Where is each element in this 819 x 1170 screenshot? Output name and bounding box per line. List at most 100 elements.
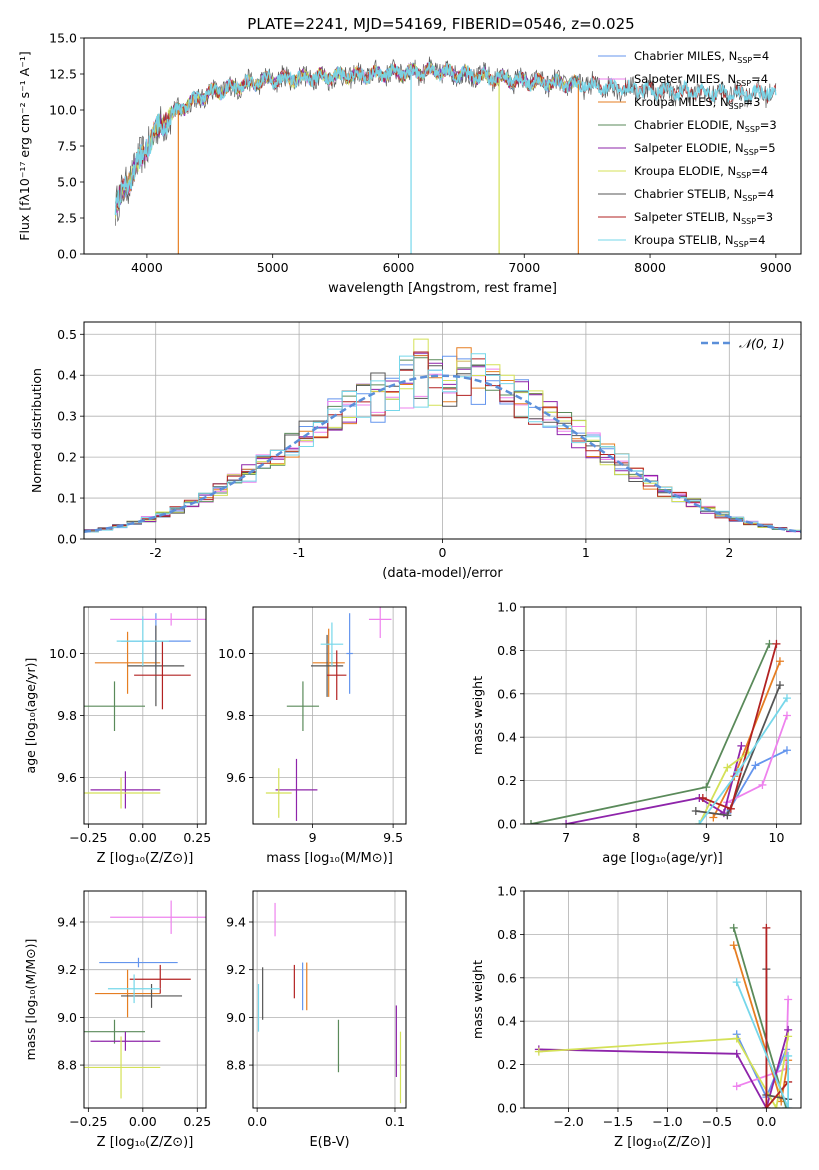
x-tick-label: 9: [309, 830, 317, 845]
weight-marker: [729, 941, 738, 950]
weight-marker: [784, 1104, 793, 1108]
weight-line-salpeter-elodie: [538, 1029, 789, 1108]
weight-marker: [702, 783, 711, 792]
x-tick-label: 0.0: [756, 1114, 776, 1129]
errorbar-kroupa-elodie: [84, 777, 161, 809]
x-tick-label: −2.0: [553, 1114, 583, 1129]
y-tick-label: 8.8: [226, 1058, 246, 1073]
y-tick-label: 5.0: [57, 175, 77, 190]
errorbar-chabrier-elodie: [84, 1019, 145, 1044]
plot-area: [84, 900, 206, 1099]
axes-frame: [83, 606, 207, 825]
errorbar-chabrier-miles: [99, 957, 178, 968]
weight-marker: [732, 1082, 741, 1091]
x-axis-label: Z [log₁₀(Z/Z⊙)]: [97, 851, 194, 866]
weight-marker: [691, 806, 700, 815]
weight-marker: [732, 978, 741, 987]
x-tick-label: 10: [769, 830, 785, 845]
legend-label-kroupa-elodie: Kroupa ELODIE, NSSP=4: [634, 164, 768, 180]
errorbar-kroupa-miles: [94, 631, 161, 694]
y-tick-label: 1.0: [497, 600, 517, 615]
weight-marker: [758, 780, 767, 789]
panel-mass_vs_ebv: 0.0 0.1 8.8 9.0 9.2 9.4 E(B-V): [226, 890, 407, 1150]
y-tick-label: 0.6: [497, 686, 517, 701]
y-tick-label: 9.6: [57, 770, 77, 785]
errorbar-salpeter-miles: [110, 613, 206, 626]
axes-frame: [523, 890, 802, 1109]
y-tick-label: 9.8: [57, 708, 77, 723]
y-tick-label: 0.4: [497, 1014, 517, 1029]
weight-marker: [782, 694, 791, 703]
weight-marker: [772, 639, 781, 648]
y-tick-label: 10.0: [49, 103, 77, 118]
y-tick-label: 0.3: [57, 409, 77, 424]
axes-frame: [252, 606, 407, 825]
x-tick-label: 0.00: [129, 830, 157, 845]
weight-line-kroupa-elodie: [538, 1036, 789, 1108]
weight-marker: [762, 923, 771, 932]
y-tick-label: 9.0: [226, 1010, 246, 1025]
x-tick-label: 9.5: [383, 830, 403, 845]
errorbar-chabrier-miles: [346, 613, 353, 694]
panel-mass_vs_Z: −0.25 0.00 0.25 8.8 9.0 9.2 9.4 Z [log₁₀(Z/Z⊙)]…: [23, 890, 211, 1150]
x-tick-label: 9: [702, 830, 710, 845]
x-tick-label: 0: [439, 545, 447, 560]
plot-area: [265, 607, 392, 821]
y-tick-label: 0.2: [497, 1057, 517, 1072]
legend-label-kroupa-miles: Kroupa MILES, NSSP=3: [634, 95, 760, 111]
x-tick-label: −0.25: [69, 1114, 107, 1129]
y-tick-label: 9.0: [57, 1010, 77, 1025]
weight-marker: [534, 1047, 543, 1056]
x-tick-label: 8: [632, 830, 640, 845]
x-axis-label: wavelength [Angstrom, rest frame]: [328, 281, 557, 296]
weight-marker: [784, 995, 793, 1004]
errorbar-kroupa-stelib: [320, 622, 344, 666]
y-tick-label: 0.1: [57, 491, 77, 506]
plot-area: [534, 923, 793, 1108]
weight-marker: [762, 1104, 771, 1108]
errorbar-kroupa-elodie: [265, 768, 292, 818]
x-axis-label: mass [log₁₀(M/M⊙)]: [266, 851, 393, 866]
x-tick-label: −1.5: [603, 1114, 633, 1129]
y-tick-label: 0.2: [57, 450, 77, 465]
weight-marker: [784, 1032, 793, 1041]
x-tick-label: 4000: [131, 260, 163, 275]
y-tick-label: 0.6: [497, 970, 517, 985]
y-tick-label: 9.4: [226, 915, 246, 930]
spectrum-line-kroupa-stelib: [114, 61, 777, 216]
y-tick-label: 0.0: [497, 1101, 517, 1116]
y-tick-label: 0.8: [497, 643, 517, 658]
x-axis-label: Z [log₁₀(Z/Z⊙)]: [614, 1135, 711, 1150]
axes-frame: [83, 321, 802, 540]
x-tick-label: 0.0: [247, 1114, 267, 1129]
weight-marker: [695, 820, 704, 824]
errorbar-salpeter-miles: [110, 900, 206, 934]
x-tick-label: -2: [149, 545, 161, 560]
legend-label-normal: 𝒩(0, 1): [739, 336, 785, 351]
axes-frame: [523, 606, 802, 825]
weight-marker: [733, 767, 742, 776]
x-tick-label: 7000: [508, 260, 540, 275]
weight-line-kroupa-miles: [712, 660, 781, 818]
y-tick-label: 10.0: [218, 646, 246, 661]
weight-line-chabrier-elodie: [732, 927, 788, 1108]
y-axis-label: mass [log₁₀(M/M⊙)]: [23, 939, 38, 1061]
errorbar-salpeter-elodie: [90, 771, 161, 809]
legend-label-chabrier-elodie: Chabrier ELODIE, NSSP=3: [634, 118, 777, 134]
weight-marker: [732, 1034, 741, 1043]
x-axis-label: Z [log₁₀(Z/Z⊙)]: [97, 1135, 194, 1150]
panel-weight_vs_age: 7 8 9 10 0.0 0.2 0.4 0.6 0.8 1.0 age [log₁₀(age/yr…: [470, 600, 802, 866]
x-tick-label: 9000: [760, 260, 792, 275]
x-tick-label: −0.25: [69, 830, 107, 845]
weight-line-chabrier-miles: [726, 749, 788, 814]
legend-label-kroupa-stelib: Kroupa STELIB, NSSP=4: [634, 233, 765, 249]
x-tick-label: −0.5: [702, 1114, 732, 1129]
errorbar-chabrier-stelib: [310, 634, 344, 697]
y-tick-label: 12.5: [49, 67, 77, 82]
legend-label-salpeter-miles: Salpeter MILES, NSSP=4: [634, 72, 768, 88]
legend-label-chabrier-stelib: Chabrier STELIB, NSSP=4: [634, 187, 774, 203]
legend-label-salpeter-stelib: Salpeter STELIB, NSSP=3: [634, 210, 773, 226]
errorbar-salpeter-stelib: [134, 641, 191, 710]
x-axis-label: age [log₁₀(age/yr)]: [602, 851, 723, 866]
axes-frame: [252, 890, 407, 1109]
